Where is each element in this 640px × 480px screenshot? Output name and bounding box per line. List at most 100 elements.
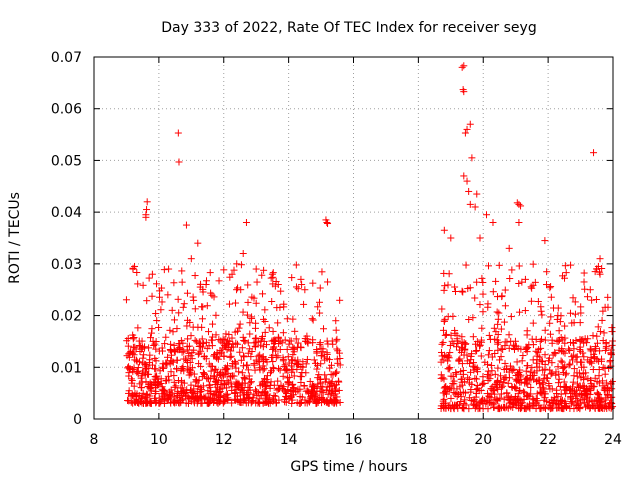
data-point [437,405,445,413]
data-point [218,384,226,392]
data-point [527,375,535,383]
data-point [478,381,486,389]
data-point [463,177,471,185]
data-point [203,374,211,382]
data-point [459,404,467,412]
data-point [187,381,195,389]
data-point [537,307,545,315]
data-point [206,389,214,397]
data-point [290,372,298,380]
data-point [333,335,341,343]
data-point [590,350,598,358]
data-point [126,349,134,357]
data-point [336,296,344,304]
data-point [543,268,551,276]
data-point [279,372,287,380]
data-point [569,378,577,386]
data-point [515,218,523,226]
data-point [477,387,485,395]
data-point [477,352,485,360]
data-point [303,355,311,363]
data-point [320,325,328,333]
data-point [132,356,140,364]
data-point [465,187,473,195]
data-point [594,262,602,270]
data-point [165,265,173,273]
data-point [554,312,562,320]
data-point [180,347,188,355]
data-point [234,382,242,390]
data-point [500,395,508,403]
data-point [154,379,162,387]
data-point [274,352,282,360]
data-point [608,400,616,408]
data-point [583,339,591,347]
data-point [517,202,525,210]
data-point [440,317,448,325]
data-point [470,396,478,404]
data-point [125,372,133,380]
data-point [598,316,606,324]
data-point [264,398,272,406]
data-point [484,376,492,384]
data-point [587,345,595,353]
data-point [558,358,566,366]
data-point [599,337,607,345]
data-point [319,348,327,356]
data-point [324,220,332,228]
data-point [152,399,160,407]
data-point [503,338,511,346]
x-tick-label: 14 [280,432,298,448]
data-point [543,281,551,289]
data-point [532,335,540,343]
data-point [170,316,178,324]
data-point [260,388,268,396]
data-point [164,291,172,299]
data-point [177,337,185,345]
data-point [246,330,254,338]
data-point [468,154,476,162]
data-point [510,344,518,352]
data-point [182,392,190,400]
data-point [550,394,558,402]
data-point [281,336,289,344]
data-point [581,394,589,402]
data-point [522,343,530,351]
data-point [594,396,602,404]
data-point [580,376,588,384]
data-point [547,370,555,378]
data-point [496,356,504,364]
data-point [317,379,325,387]
data-point [468,380,476,388]
data-point [501,342,509,350]
data-point [558,345,566,353]
data-point [182,355,190,363]
data-point [160,266,168,274]
data-point [555,375,563,383]
data-point [155,293,163,301]
data-point [323,218,331,226]
data-point [217,392,225,400]
data-point [186,386,194,394]
data-point [260,355,268,363]
data-point [567,261,575,269]
data-point [304,389,312,397]
data-point [134,364,142,372]
data-point [598,355,606,363]
data-point [581,335,589,343]
data-point [239,308,247,316]
data-point [446,349,454,357]
data-point [170,279,178,287]
data-point [449,379,457,387]
data-point [489,399,497,407]
data-point [243,311,251,319]
data-point [211,390,219,398]
data-point [302,360,310,368]
data-point [499,403,507,411]
data-point [146,356,154,364]
data-point [596,347,604,355]
data-point [236,389,244,397]
data-point [224,396,232,404]
data-point [465,405,473,413]
data-point [167,368,175,376]
